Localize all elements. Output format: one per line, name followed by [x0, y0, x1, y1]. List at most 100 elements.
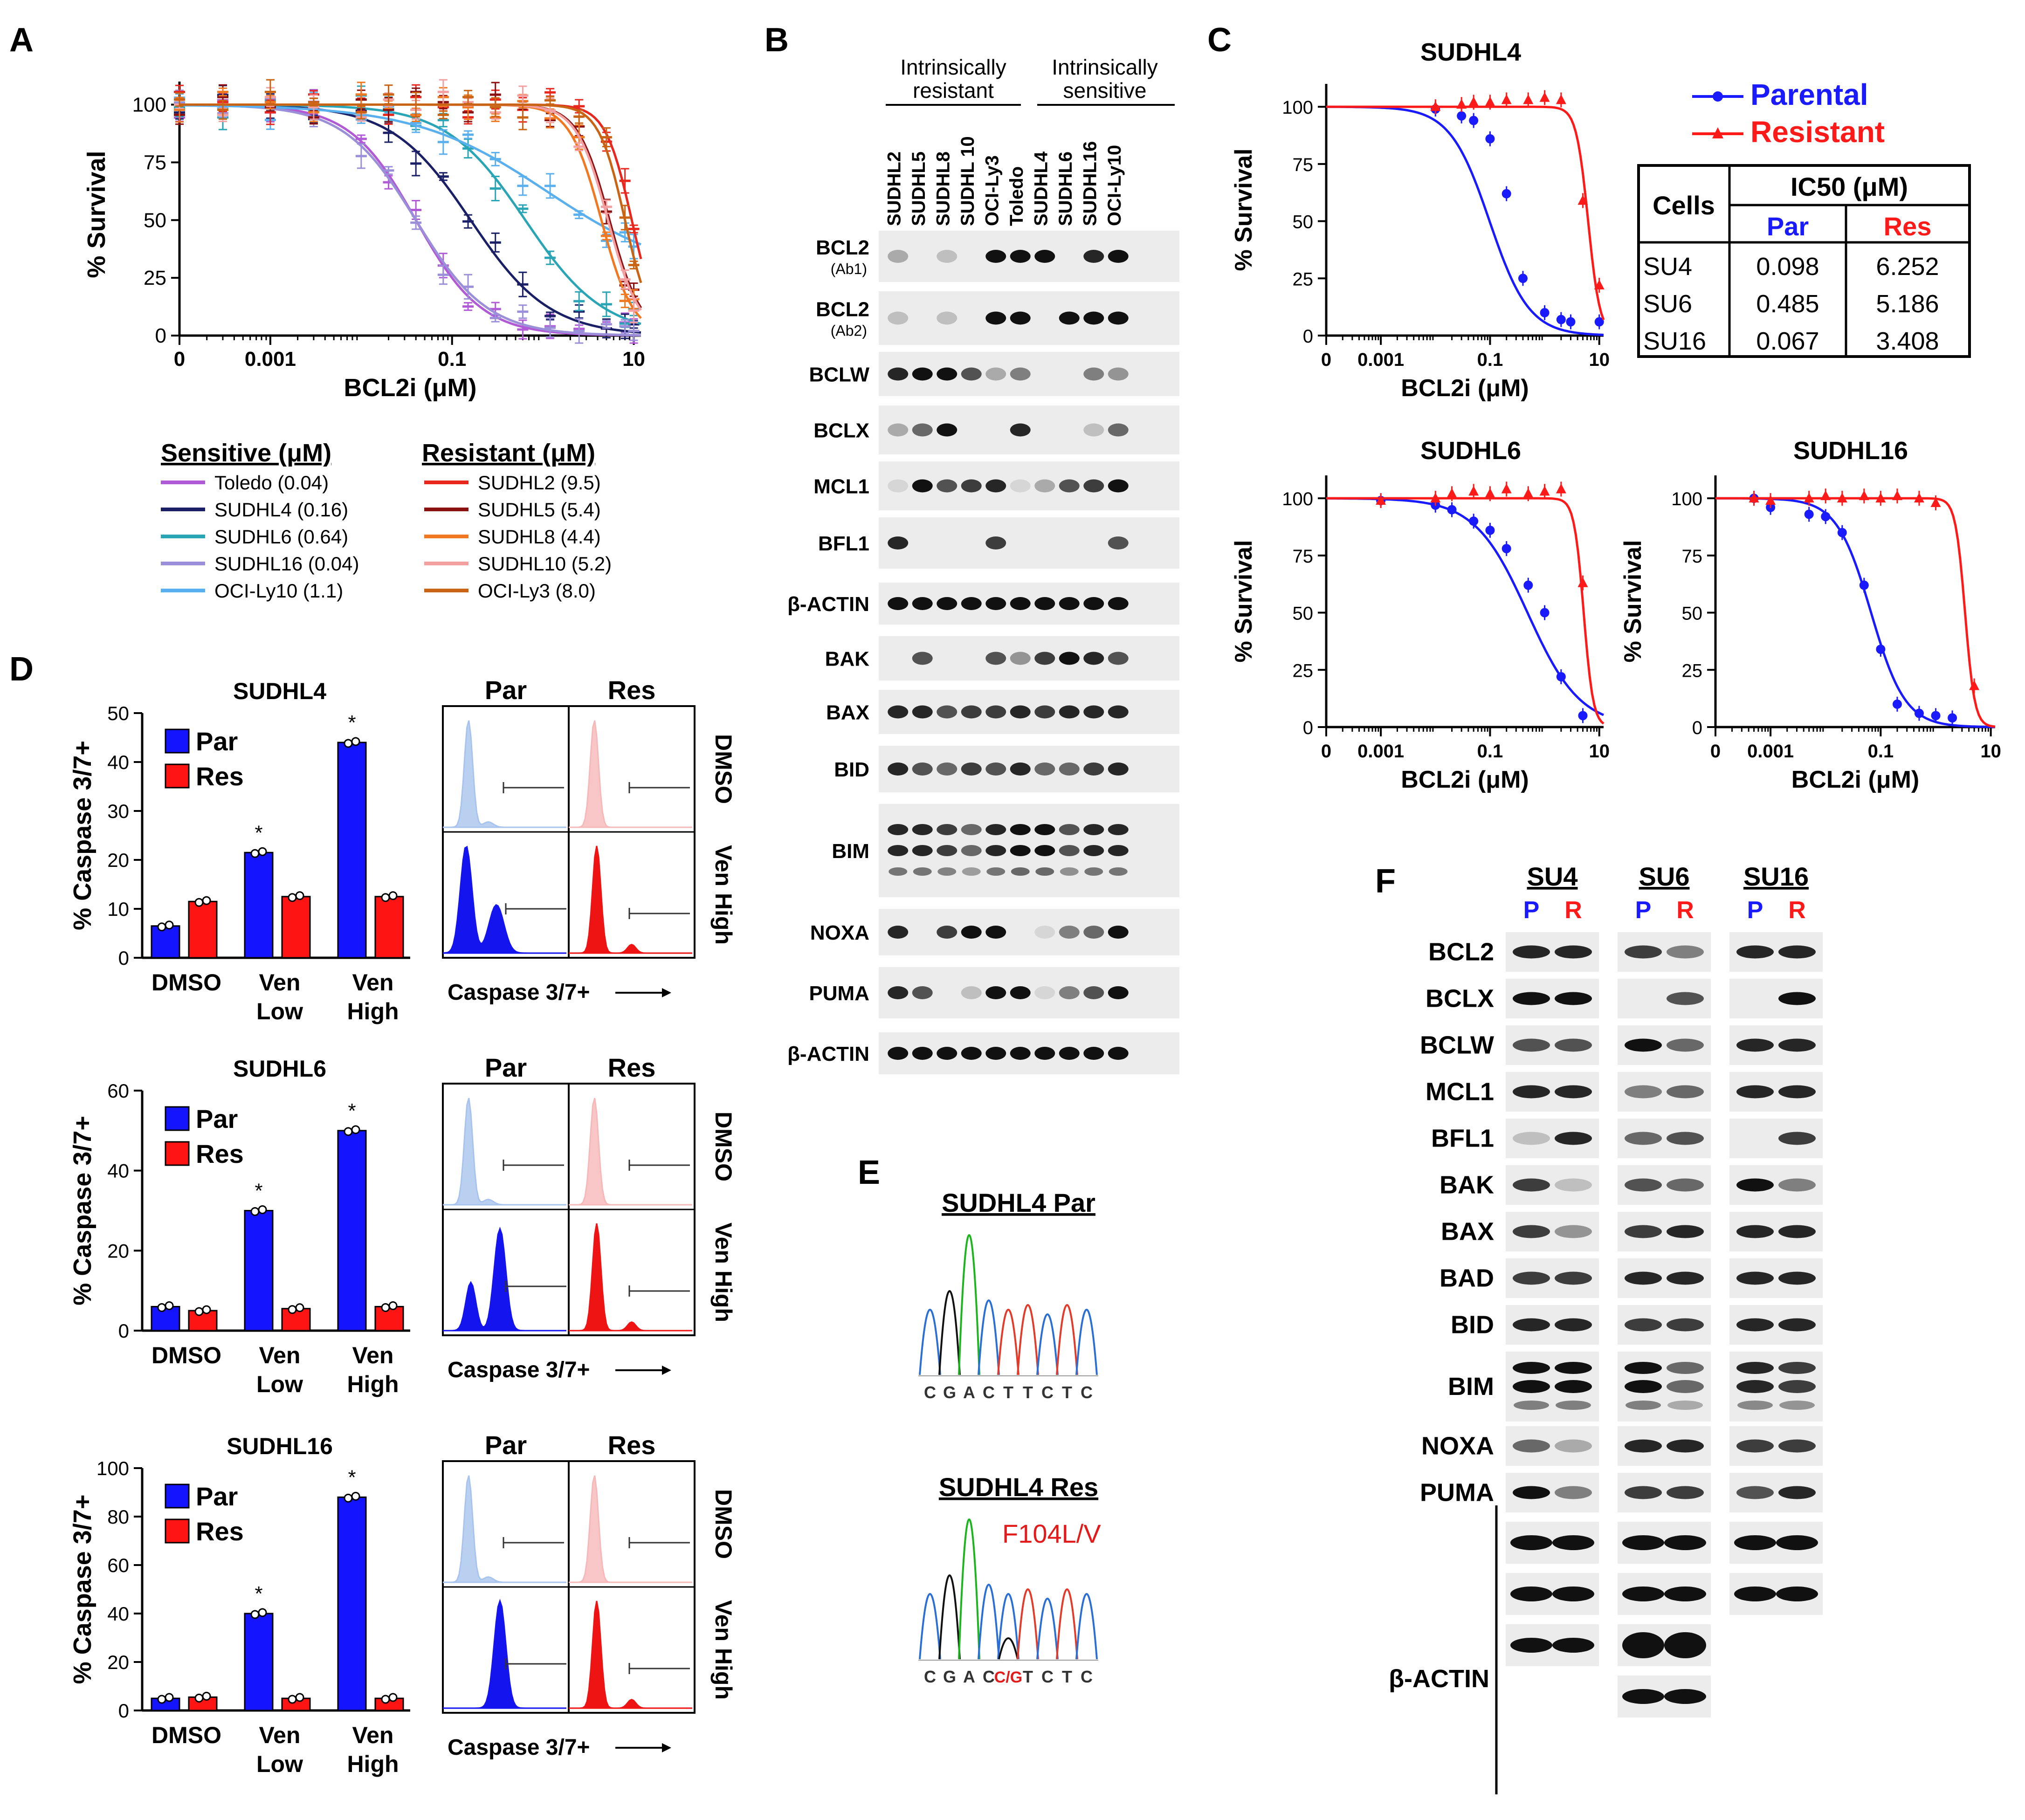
data-point-sudhl10 [573, 142, 585, 151]
blot-row-label: BCL2 [816, 298, 869, 321]
data-point-sudhl4 [489, 232, 501, 253]
band [1083, 986, 1104, 999]
flow-histogram [569, 1475, 692, 1583]
blot-strip [1506, 1258, 1599, 1298]
data-point-oci-ly10 [437, 129, 449, 155]
trace-peak [1075, 1309, 1098, 1375]
band [961, 926, 982, 939]
band [1555, 1439, 1592, 1453]
panel-d: D SUDHL4 0 10 20 30 40 50 % Caspase 3/7+ DMSO * Ven… [9, 651, 737, 1777]
data-point-oci-ly10 [544, 173, 556, 199]
band [1555, 992, 1592, 1005]
blot-strip [1618, 1426, 1711, 1466]
data-point-sudhl8 [619, 294, 631, 309]
y-tick-label: 0 [1303, 326, 1313, 347]
band [985, 597, 1006, 610]
band [1034, 824, 1055, 835]
band [912, 652, 933, 665]
bar-res [281, 1308, 311, 1332]
band [1552, 1535, 1594, 1550]
replicate-dot [381, 1303, 390, 1312]
band [1625, 1362, 1662, 1374]
band [1737, 1401, 1773, 1410]
band [985, 479, 1006, 493]
band [1626, 1401, 1661, 1410]
band [1514, 1401, 1549, 1410]
y-axis-label: % Survival [83, 151, 110, 278]
x-tick-label: 10 [622, 348, 645, 371]
category-label: Low [256, 1751, 303, 1777]
blot-strip [1618, 1212, 1711, 1251]
band [1083, 479, 1104, 493]
legend-item-sensitive: SUDHL6 (0.64) [214, 526, 348, 548]
band [1059, 652, 1080, 665]
data-point-sudhl10 [619, 269, 631, 290]
band [1625, 1085, 1662, 1099]
replicate-dot [381, 893, 390, 902]
band [1555, 945, 1592, 959]
band [937, 250, 957, 263]
blot-strip [1729, 1305, 1823, 1345]
band [1010, 652, 1031, 665]
x-tick-label: 10 [1980, 741, 2001, 762]
band [1010, 705, 1031, 719]
band [1778, 945, 1816, 959]
replicate-dot [351, 1125, 360, 1134]
band [1010, 1047, 1031, 1060]
flow-histogram [442, 845, 566, 954]
blot-strip [1618, 1258, 1711, 1298]
legend-item-resistant: OCI-Ly3 (8.0) [478, 580, 596, 602]
y-tick-label: 20 [107, 1651, 129, 1673]
data-point-oci-ly3 [308, 97, 319, 107]
blot-background [879, 909, 1179, 955]
lane-label: OCI-Ly3 [982, 155, 1003, 226]
legend-label: Res [196, 1517, 244, 1546]
lane-label: SUDHL16 [1080, 141, 1101, 226]
x-axis-label: BCL2i (μM) [1401, 766, 1529, 793]
base-call: G [943, 1383, 956, 1402]
band [912, 845, 933, 856]
band [1083, 824, 1104, 835]
bar-res [374, 1697, 404, 1711]
data-point-toledo [462, 302, 474, 311]
legend-item-resistant: SUDHL5 (5.4) [478, 499, 601, 521]
replicate-dot [288, 893, 297, 902]
band [1513, 992, 1550, 1005]
band [912, 705, 933, 719]
y-tick-label: 50 [1293, 604, 1314, 624]
band [1625, 945, 1662, 959]
flow-col-label: Par [485, 675, 527, 705]
actin-label: β-ACTIN [1389, 1665, 1489, 1693]
band [1736, 1439, 1774, 1453]
curve-sudhl4 [179, 103, 641, 334]
band [1778, 1318, 1816, 1332]
band [1555, 1178, 1592, 1192]
band [1083, 1047, 1104, 1060]
band [1778, 1380, 1816, 1393]
blot-row [879, 746, 1179, 792]
flow-histogram [569, 1098, 692, 1206]
base-call: C [983, 1667, 995, 1686]
flow-col-label: Par [485, 1053, 527, 1082]
band [1083, 845, 1104, 856]
band [1108, 479, 1129, 493]
y-tick-label: 75 [1682, 546, 1703, 567]
table-header-res: Res [1884, 212, 1932, 241]
data-point-oci-ly10 [462, 130, 474, 139]
data-point-oci-ly10 [517, 176, 529, 196]
band [1108, 1047, 1129, 1060]
band [888, 762, 909, 776]
group-header: resistant [913, 78, 994, 103]
bar-par [337, 1496, 367, 1711]
replicate-dot [194, 898, 204, 907]
legend-item-sensitive: Toledo (0.04) [214, 472, 329, 494]
band [937, 867, 957, 876]
band [912, 1047, 933, 1060]
blot-strip [1506, 1025, 1599, 1065]
data-point-sudhl6 [517, 204, 529, 213]
band [961, 986, 982, 999]
bar-chart-1: SUDHL6 0 20 40 60 % Caspase 3/7+ DMSO * Ven Low * V… [69, 1056, 410, 1397]
x-tick-label: 0.1 [1477, 350, 1503, 370]
blot-strip [1618, 979, 1711, 1018]
